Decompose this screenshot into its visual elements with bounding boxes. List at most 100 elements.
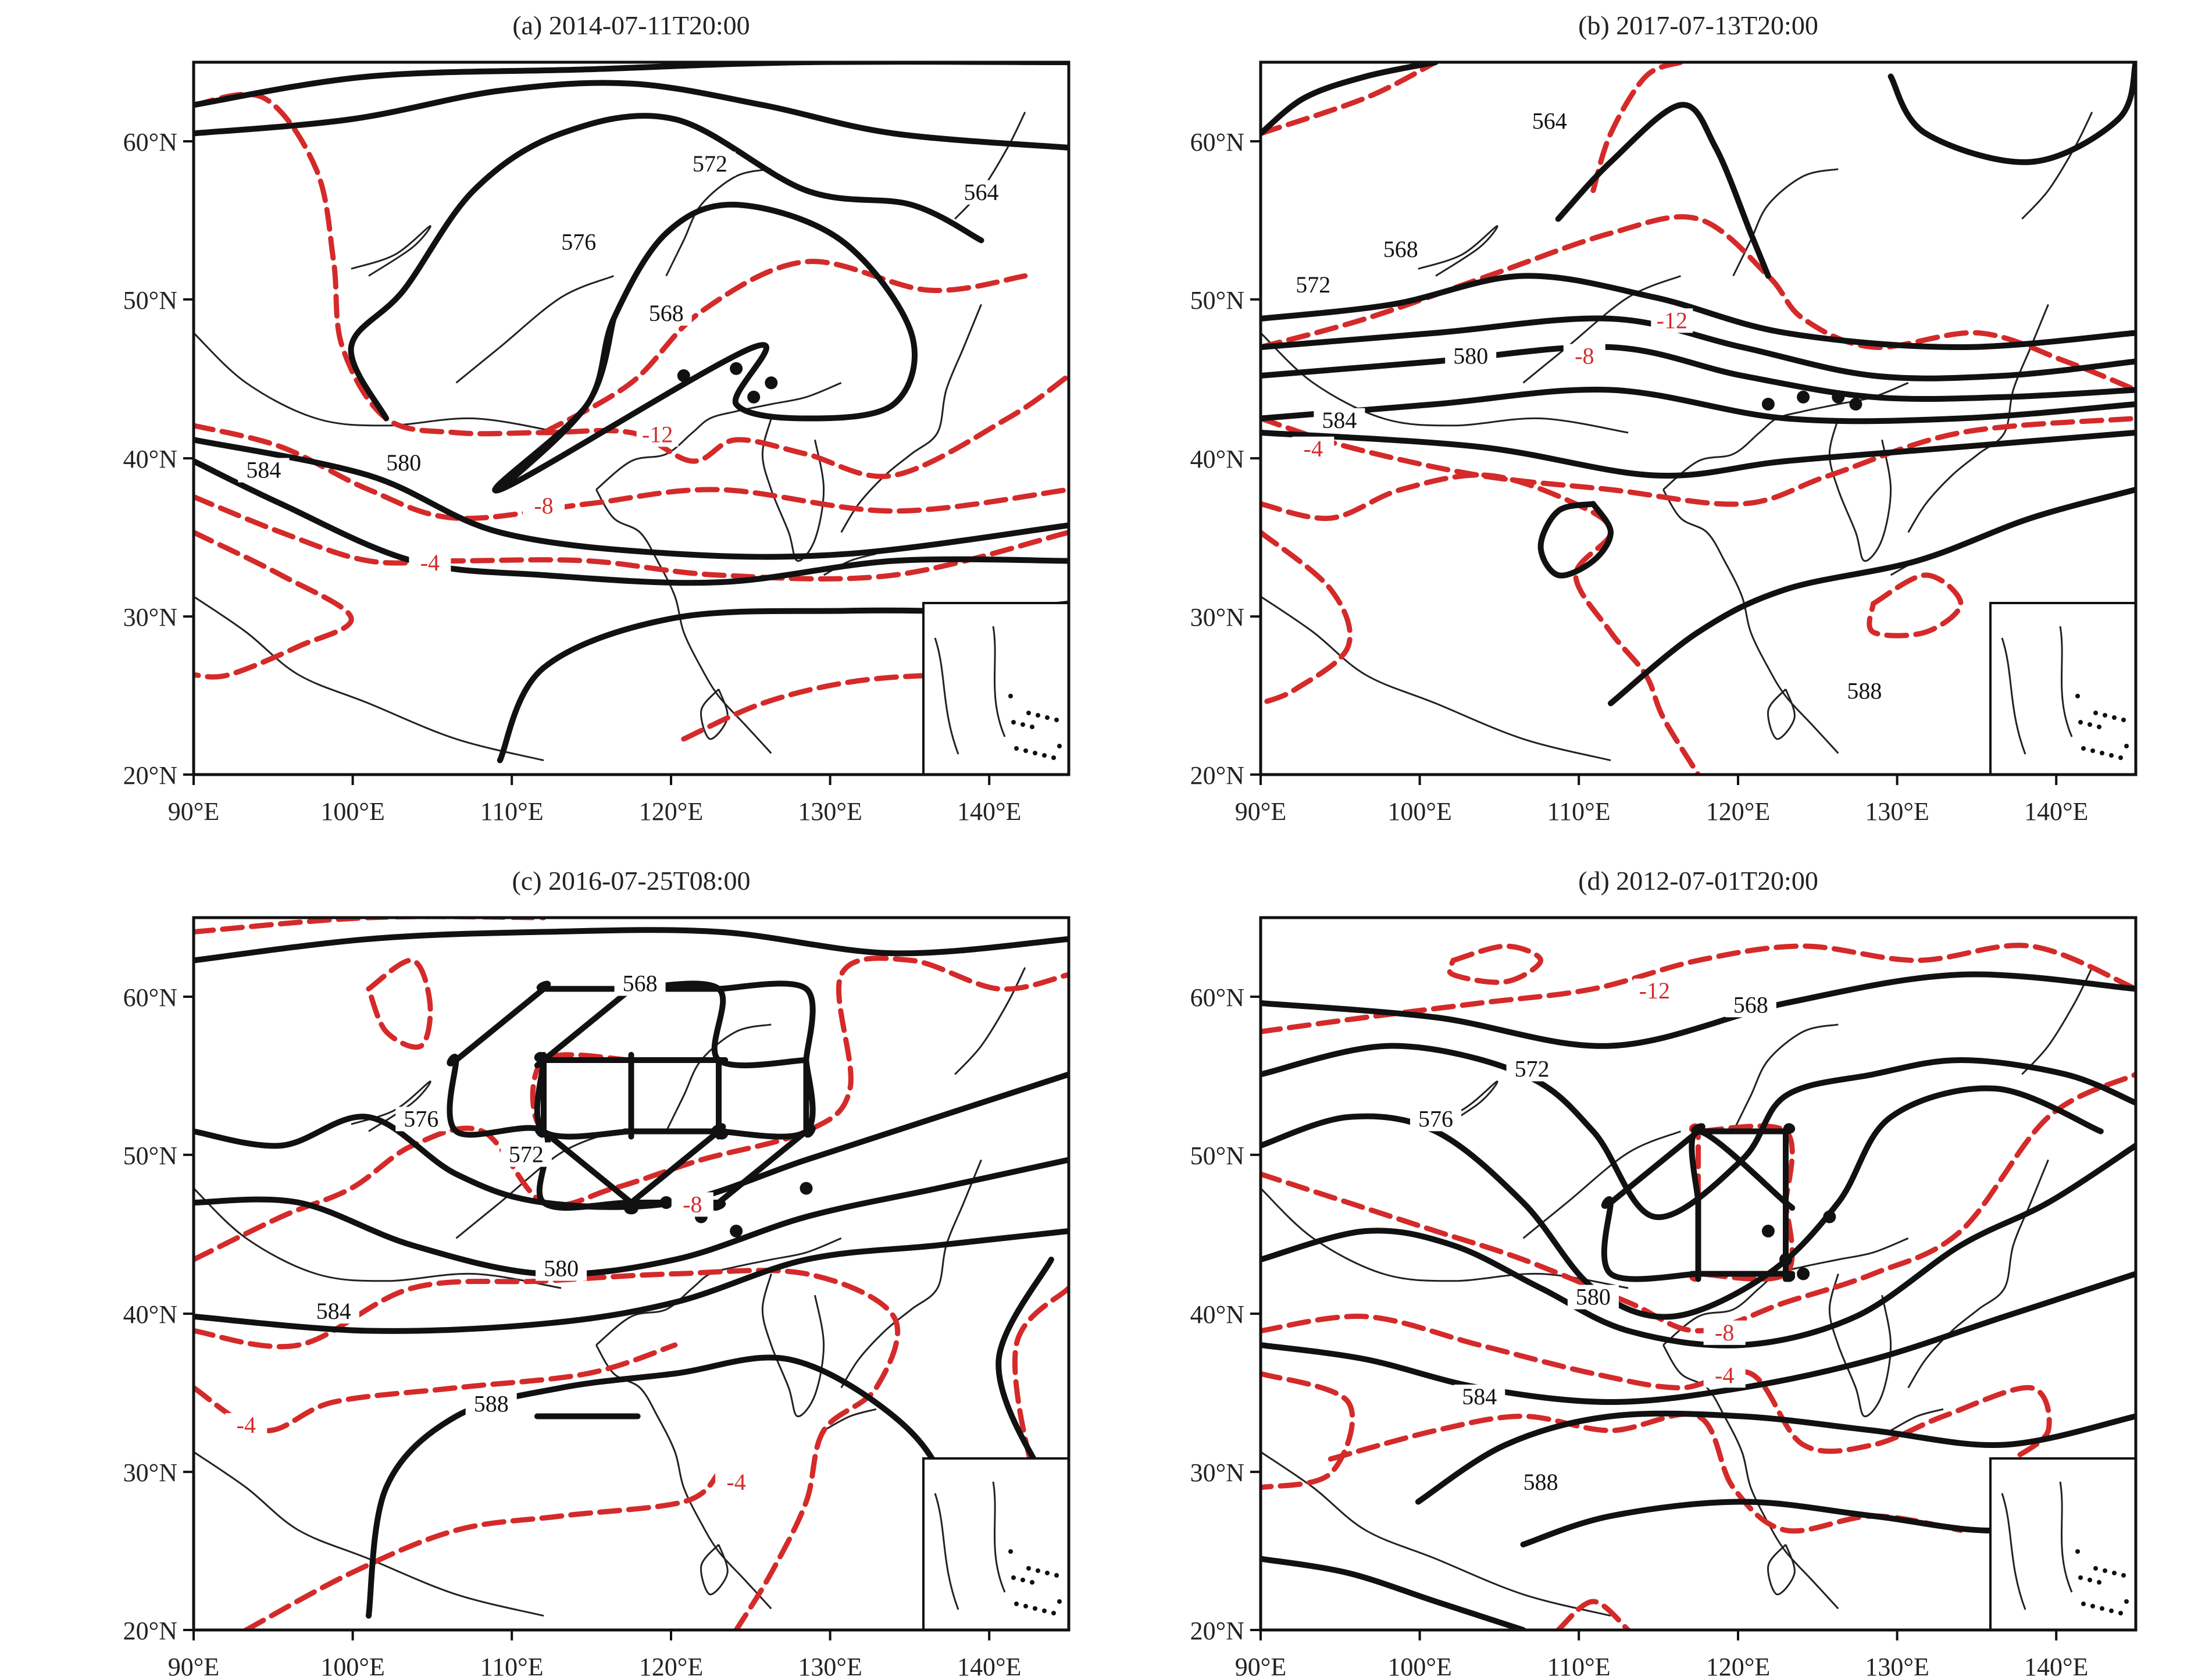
contour-label-bg xyxy=(225,1413,267,1438)
inset-island xyxy=(1033,1606,1037,1611)
geopotential-contour xyxy=(348,113,984,422)
x-tick-label: 90°E xyxy=(1235,797,1286,826)
inset-island xyxy=(2093,711,2098,715)
inset-island xyxy=(1057,744,1062,748)
inset-coastline xyxy=(2001,637,2026,755)
coastline xyxy=(1828,1274,1892,1418)
map-panel-b: (b) 2017-07-13T20:00 564 568 572 580 584 588 -1… xyxy=(1190,10,2138,826)
contour-label-bg xyxy=(308,1299,359,1324)
inset-island xyxy=(2097,1580,2101,1585)
temperature-contour xyxy=(1261,62,1439,136)
y-tick-label: 50°N xyxy=(123,286,177,315)
contour-label-bg xyxy=(500,1142,552,1167)
contour-label-bg xyxy=(1292,436,1334,461)
station-dot xyxy=(1832,390,1845,404)
geopotential-label: 572 xyxy=(1296,272,1330,298)
temperature-label: -4 xyxy=(1715,1362,1734,1388)
coastline xyxy=(1662,1344,1839,1610)
geopotential-contour xyxy=(1261,1043,2136,1221)
map-frame xyxy=(1259,916,2138,1632)
y-tick-label: 20°N xyxy=(123,761,177,790)
temperature-contour xyxy=(194,423,1069,521)
coastline xyxy=(351,225,431,277)
inset-island xyxy=(1036,1568,1040,1573)
y-tick-label: 60°N xyxy=(1190,983,1244,1012)
map-panel-c: (c) 2016-07-25T08:00 568 576 572 580 584 588 -8… xyxy=(123,866,1071,1680)
contour-label-bg xyxy=(1839,679,1890,704)
geopotential-contour xyxy=(1261,344,2136,402)
y-tick-label: 30°N xyxy=(123,1458,177,1487)
inset-island xyxy=(2081,1601,2086,1606)
contour-label-bg xyxy=(1523,109,1575,134)
inset-island xyxy=(1020,1578,1025,1582)
x-tick-label: 140°E xyxy=(2024,1653,2088,1680)
geopotential-contour xyxy=(1261,1143,2136,1349)
contour-label-bg xyxy=(378,451,430,476)
x-tick-label: 90°E xyxy=(168,797,219,826)
coastline xyxy=(954,967,1026,1075)
inset-island xyxy=(1011,720,1016,725)
temperature-contour xyxy=(1555,1599,1631,1630)
map-frame xyxy=(192,60,1071,776)
y-tick-label: 50°N xyxy=(1190,286,1244,315)
inset-island xyxy=(1014,746,1019,751)
coastline xyxy=(1907,1159,2049,1389)
station-dot xyxy=(659,1196,673,1209)
inset-coastline xyxy=(934,637,959,755)
inset-island xyxy=(2103,1568,2107,1573)
map-frame xyxy=(192,916,1071,1632)
inset-island xyxy=(2121,1573,2126,1578)
geopotential-contour xyxy=(492,201,918,494)
station-dot xyxy=(677,369,690,382)
geopotential-contour xyxy=(1261,430,2136,479)
inset-island xyxy=(2112,715,2117,720)
contour-label-bg xyxy=(955,180,1007,205)
geopotential-label: 588 xyxy=(1523,1469,1558,1495)
coastline xyxy=(1261,332,1629,434)
panel-title: (a) 2014-07-11T20:00 xyxy=(512,10,750,40)
geopotential-contour xyxy=(1261,1271,2136,1406)
y-tick-label: 60°N xyxy=(123,983,177,1012)
coastline xyxy=(954,112,1026,220)
geopotential-contour xyxy=(1887,62,2136,165)
contour-label-bg xyxy=(671,1192,713,1217)
geopotential-label: 584 xyxy=(1322,407,1357,433)
temperature-contour xyxy=(1261,1371,1355,1490)
x-tick-label: 90°E xyxy=(1235,1653,1286,1680)
geopotential-label: 568 xyxy=(1383,236,1418,262)
x-tick-label: 90°E xyxy=(168,1653,219,1680)
geopotential-contour xyxy=(1415,1410,2136,1505)
geopotential-contour xyxy=(1261,1556,1526,1630)
temperature-label: -12 xyxy=(1639,978,1670,1004)
inset-island xyxy=(2118,755,2123,760)
inset-coastline xyxy=(2001,1493,2026,1610)
contour-label-bg xyxy=(1651,308,1693,333)
geopotential-contour xyxy=(534,980,816,1215)
inset-island xyxy=(2109,1608,2114,1613)
contour-label-bg xyxy=(523,493,565,518)
coastline xyxy=(194,595,544,761)
coastline xyxy=(761,1274,825,1418)
inset-island xyxy=(1057,1599,1062,1604)
coastline xyxy=(1767,1543,1796,1596)
station-dot xyxy=(765,376,778,390)
inset-coastline xyxy=(2059,1481,2073,1593)
geopotential-contour xyxy=(366,1354,967,1619)
contour-label-bg xyxy=(1445,344,1497,369)
station-dot xyxy=(1797,1267,1810,1280)
temperature-contour xyxy=(194,918,547,934)
inset-island xyxy=(2121,718,2126,722)
coastline xyxy=(194,1187,562,1289)
geopotential-label: 572 xyxy=(1515,1056,1550,1082)
coastline xyxy=(700,688,729,740)
geopotential-label: 576 xyxy=(404,1105,438,1132)
geopotential-contour xyxy=(194,927,1069,964)
panel-title: (d) 2012-07-01T20:00 xyxy=(1578,866,1818,896)
inset-island xyxy=(1011,1575,1016,1580)
coastline xyxy=(595,381,842,491)
inset-coastline xyxy=(2059,626,2073,737)
coastline xyxy=(1418,225,1498,277)
station-dot xyxy=(730,362,743,375)
contour-label-bg xyxy=(1506,1057,1558,1082)
map-panel-a: (a) 2014-07-11T20:00 572 564 576 568 580 584 -1… xyxy=(123,10,1071,826)
